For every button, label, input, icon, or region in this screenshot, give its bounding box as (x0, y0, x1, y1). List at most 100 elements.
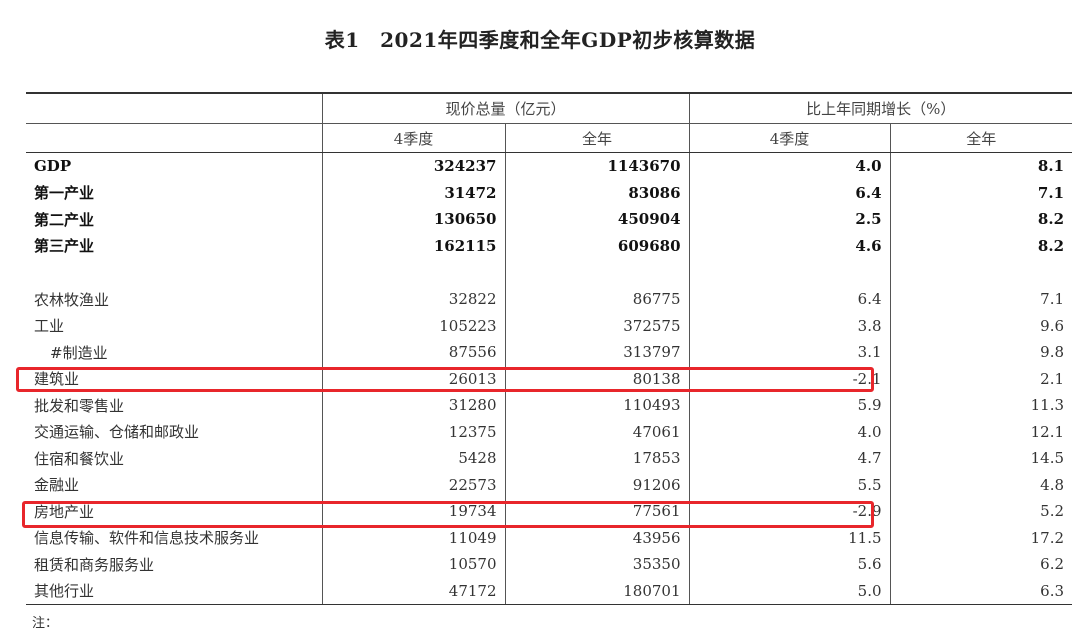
cell-q4-growth: 4.0 (688, 418, 891, 445)
cell-q4-growth: 4.6 (688, 232, 891, 259)
highlight-box-real-estate (22, 501, 874, 528)
cell-year-total: 110493 (504, 392, 690, 419)
cell-q4-growth: 6.4 (688, 286, 891, 313)
table-row: 租赁和商务服务业 10570 35350 5.6 6.2 (26, 551, 1073, 578)
table-title: 表1 2021年四季度和全年GDP初步核算数据 (324, 28, 756, 52)
cell-year-total: 609680 (504, 232, 690, 259)
header-sub-year-total: 全年 (504, 123, 690, 153)
cell-year-total: 313797 (504, 339, 690, 366)
cell-year-total: 17853 (504, 445, 690, 472)
cell-q4-total: 47172 (321, 577, 505, 605)
cell-q4-total: 324237 (321, 152, 505, 180)
cell-year-total: 43956 (504, 524, 690, 551)
cell-q4-total: 5428 (321, 445, 505, 472)
cell-q4-total: 31280 (321, 392, 505, 419)
cell-q4-total: 12375 (321, 418, 505, 445)
row-label: 第二产业 (34, 210, 95, 229)
table-row: 农林牧渔业 32822 86775 6.4 7.1 (26, 286, 1073, 313)
cell-q4-growth: 2.5 (688, 206, 891, 233)
cell-year-growth: 8.2 (889, 232, 1073, 259)
table-row: 工业 105223 372575 3.8 9.6 (26, 312, 1073, 339)
header-group-growth: 比上年同期增长（%） (688, 92, 1073, 124)
cell-q4-total: 22573 (321, 471, 505, 498)
cell-year-growth: 7.1 (889, 179, 1073, 206)
cell-q4-growth: 5.6 (688, 551, 891, 578)
cell-year-total: 1143670 (504, 152, 690, 180)
table-note: 注： (32, 616, 59, 631)
row-label: #制造业 (50, 343, 108, 362)
header-sub-year-growth: 全年 (889, 123, 1073, 153)
row-label: 交通运输、仓储和邮政业 (34, 423, 200, 442)
row-label: 批发和零售业 (34, 396, 125, 415)
spacer-cell (889, 259, 1073, 286)
table-row: 交通运输、仓储和邮政业 12375 47061 4.0 12.1 (26, 418, 1073, 445)
table-row: 住宿和餐饮业 5428 17853 4.7 14.5 (26, 445, 1073, 472)
row-label: GDP (34, 157, 72, 176)
cell-year-growth: 9.8 (889, 339, 1073, 366)
cell-q4-growth: 3.8 (688, 312, 891, 339)
cell-q4-total: 32822 (321, 286, 505, 313)
header-sub-q4-growth: 4季度 (688, 123, 891, 153)
cell-q4-growth: 4.0 (688, 152, 891, 180)
table-row: GDP 324237 1143670 4.0 8.1 (26, 152, 1073, 180)
cell-year-growth: 8.2 (889, 206, 1073, 233)
cell-q4-growth: 11.5 (688, 524, 891, 551)
cell-q4-total: 87556 (321, 339, 505, 366)
spacer-cell (688, 259, 891, 286)
cell-year-growth: 6.2 (889, 551, 1073, 578)
cell-year-total: 35350 (504, 551, 690, 578)
table-row: 第三产业 162115 609680 4.6 8.2 (26, 232, 1073, 259)
cell-year-growth: 4.8 (889, 471, 1073, 498)
cell-q4-total: 10570 (321, 551, 505, 578)
header-corner-sub (26, 123, 322, 153)
row-label: 第三产业 (34, 237, 95, 256)
cell-year-total: 450904 (504, 206, 690, 233)
cell-q4-growth: 5.0 (688, 577, 891, 605)
table-row: 其他行业 47172 180701 5.0 6.3 (26, 577, 1073, 605)
cell-year-growth: 6.3 (889, 577, 1073, 605)
row-label: 住宿和餐饮业 (34, 449, 125, 468)
cell-year-growth: 14.5 (889, 445, 1073, 472)
cell-year-total: 91206 (504, 471, 690, 498)
gdp-table: 现价总量（亿元） 比上年同期增长（%） 4季度 全年 4季度 全年 GDP 32… (26, 92, 1073, 605)
row-label: 其他行业 (26, 577, 322, 605)
cell-q4-growth: 5.9 (688, 392, 891, 419)
cell-year-growth: 9.6 (889, 312, 1073, 339)
cell-year-growth: 7.1 (889, 286, 1073, 313)
cell-year-total: 86775 (504, 286, 690, 313)
cell-year-growth: 12.1 (889, 418, 1073, 445)
row-label: 建筑业 (34, 370, 80, 389)
row-label: 第一产业 (34, 184, 95, 203)
row-label: 信息传输、软件和信息技术服务业 (34, 529, 260, 548)
row-label: 金融业 (34, 476, 80, 495)
cell-q4-total: 11049 (321, 524, 505, 551)
cell-q4-total: 105223 (321, 312, 505, 339)
table-row: 第一产业 31472 83086 6.4 7.1 (26, 179, 1073, 206)
table-row: 信息传输、软件和信息技术服务业 11049 43956 11.5 17.2 (26, 524, 1073, 551)
table-row: 建筑业 26013 80138 -2.1 2.1 (26, 365, 1073, 392)
cell-q4-total: 130650 (321, 206, 505, 233)
cell-q4-growth: 6.4 (688, 179, 891, 206)
table-spacer-row (26, 259, 1073, 286)
header-group-total: 现价总量（亿元） (321, 92, 690, 124)
row-label: 工业 (34, 317, 65, 336)
spacer-cell (321, 259, 505, 286)
cell-year-growth: 5.2 (889, 498, 1073, 525)
table-row: 第二产业 130650 450904 2.5 8.2 (26, 206, 1073, 233)
header-corner (26, 92, 322, 124)
cell-year-growth: 17.2 (889, 524, 1073, 551)
highlight-box-construction (16, 367, 874, 392)
spacer-cell (504, 259, 690, 286)
cell-q4-growth: 4.7 (688, 445, 891, 472)
cell-q4-growth: 5.5 (688, 471, 891, 498)
row-label: 房地产业 (34, 502, 95, 521)
table-row: 金融业 22573 91206 5.5 4.8 (26, 471, 1073, 498)
table-row: 批发和零售业 31280 110493 5.9 11.3 (26, 392, 1073, 419)
cell-year-growth: 8.1 (889, 152, 1073, 180)
row-label: 租赁和商务服务业 (34, 555, 155, 574)
spacer-cell (26, 259, 322, 286)
cell-year-total: 47061 (504, 418, 690, 445)
row-label: 农林牧渔业 (34, 290, 110, 309)
cell-q4-growth: 3.1 (688, 339, 891, 366)
header-sub-q4-total: 4季度 (321, 123, 505, 153)
